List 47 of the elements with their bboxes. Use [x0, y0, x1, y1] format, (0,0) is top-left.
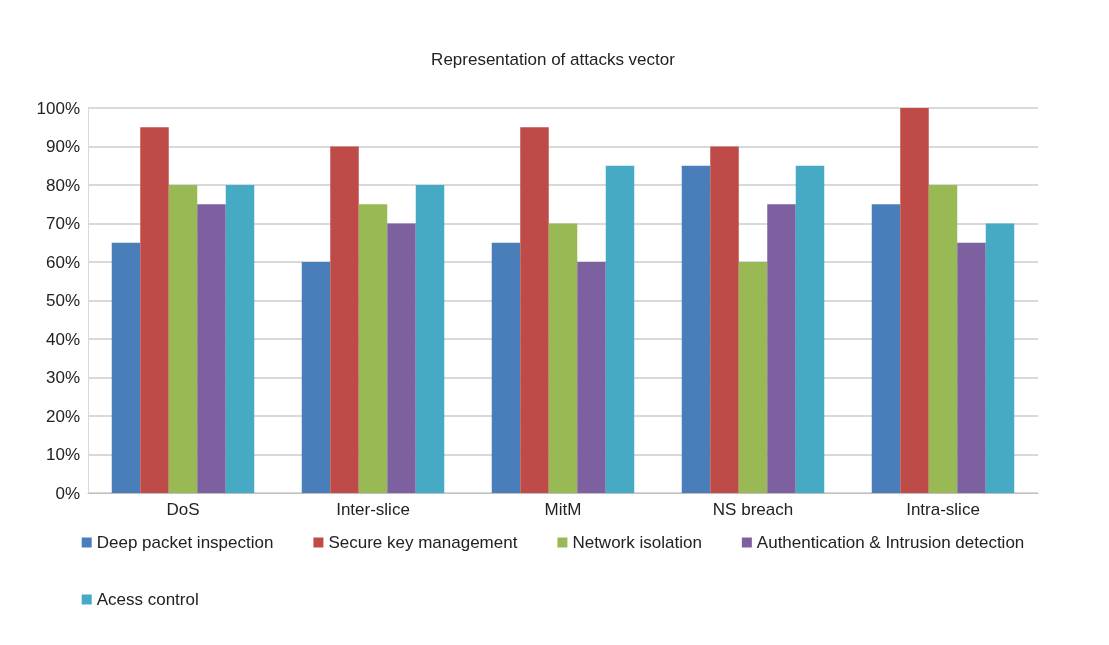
y-tick-label: 40%	[45, 329, 80, 349]
bar	[330, 146, 359, 493]
x-tick-label: DoS	[166, 500, 200, 519]
legend-label: Network isolation	[572, 533, 702, 552]
bar	[197, 204, 226, 493]
legend-label: Authentication & Intrusion detection	[756, 533, 1025, 552]
y-tick-label: 70%	[45, 214, 80, 233]
bar	[225, 185, 255, 493]
y-tick-label: 50%	[45, 291, 80, 310]
bar	[491, 242, 521, 493]
bar	[358, 204, 388, 493]
bar	[767, 204, 796, 493]
y-tick-label: 0%	[55, 483, 80, 503]
bar	[710, 146, 739, 493]
bar	[738, 262, 768, 493]
bar	[548, 223, 578, 493]
bar	[605, 165, 635, 493]
bar	[415, 185, 445, 493]
y-tick-label: 60%	[45, 252, 80, 272]
bar	[928, 185, 958, 493]
y-tick-label: 30%	[45, 368, 80, 387]
bar	[387, 223, 416, 493]
bar	[795, 165, 825, 493]
bar	[520, 127, 549, 493]
bar	[985, 223, 1015, 493]
y-tick-label: 20%	[45, 406, 80, 426]
x-tick-label: NS breach	[712, 500, 794, 519]
y-tick-label: 10%	[45, 445, 80, 464]
chart-title: Representation of attacks vector	[431, 50, 676, 69]
bar	[301, 262, 331, 493]
bar	[111, 242, 141, 493]
legend-label: Deep packet inspection	[96, 533, 274, 552]
x-tick-label: Inter-slice	[336, 500, 410, 519]
y-tick-label: 90%	[45, 137, 80, 156]
bar	[957, 242, 986, 493]
x-tick-label: Intra-slice	[906, 500, 980, 519]
bar	[871, 204, 901, 493]
bar	[168, 185, 198, 493]
bar	[140, 127, 169, 493]
legend-label: Secure key management	[328, 533, 518, 552]
y-tick-label: 80%	[45, 175, 80, 195]
bar	[681, 165, 711, 493]
bar	[900, 108, 929, 493]
x-tick-label: MitM	[544, 500, 582, 519]
bar	[577, 262, 606, 493]
y-tick-label: 100%	[36, 98, 80, 118]
legend-label: Acess control	[96, 590, 199, 609]
